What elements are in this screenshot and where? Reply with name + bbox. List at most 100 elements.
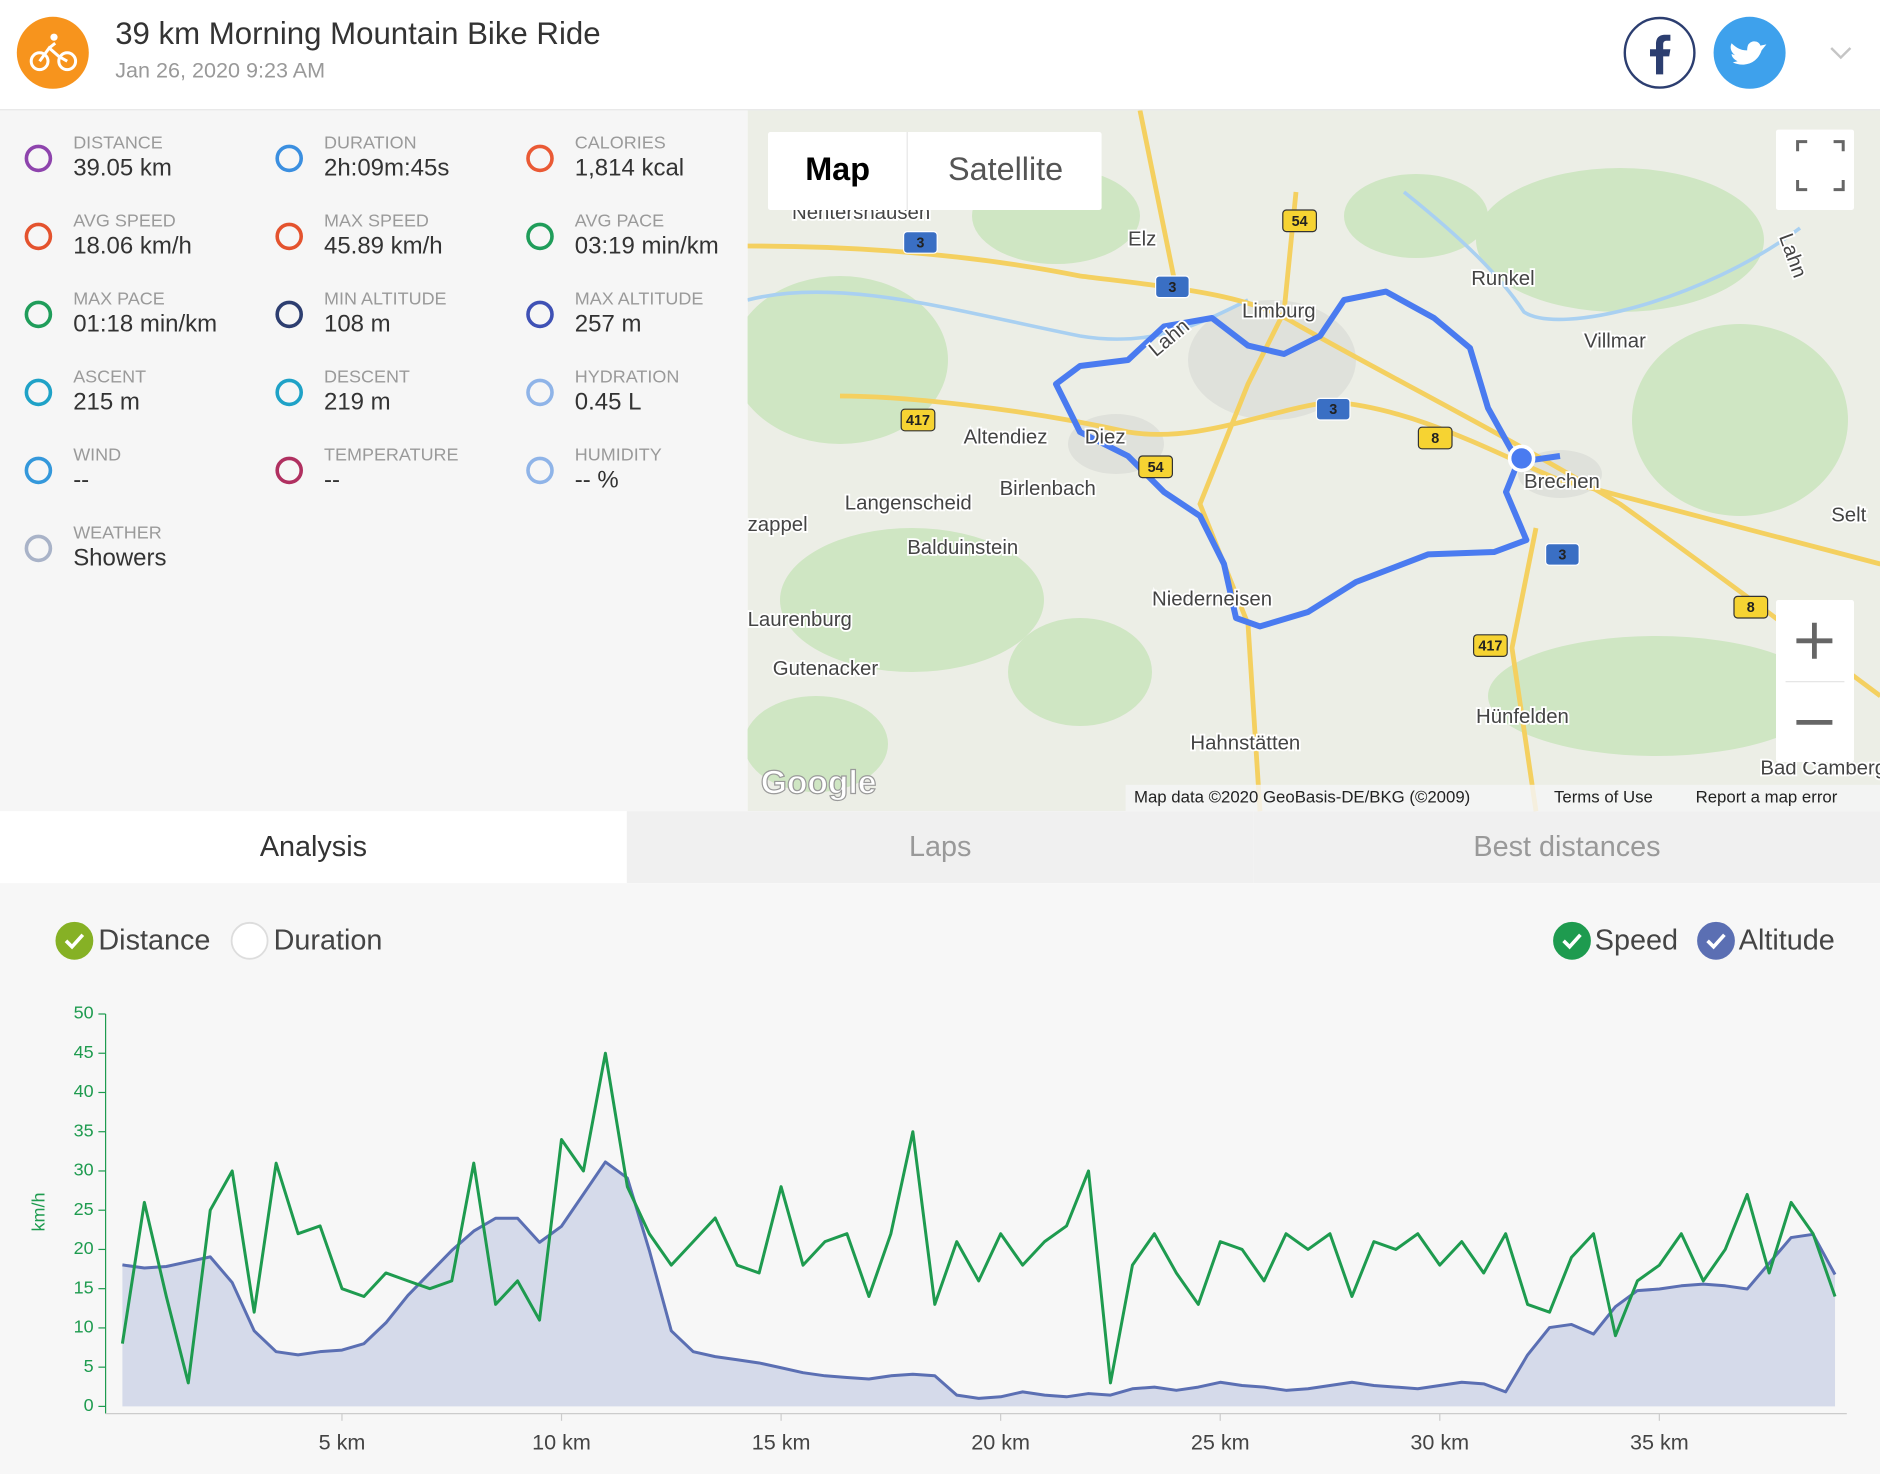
- place-label: Langenscheid: [845, 492, 972, 514]
- x-mode-toggle[interactable]: [55, 921, 94, 960]
- road-shield: [1315, 397, 1351, 421]
- speed-line: [120, 1051, 1837, 1385]
- road-number: 54: [1292, 214, 1308, 230]
- tab-label[interactable]: Analysis: [260, 831, 367, 863]
- stat-icon: [275, 300, 303, 329]
- terms-link[interactable]: Terms of Use: [1554, 787, 1653, 806]
- place-label: Runkel: [1471, 268, 1534, 290]
- place-label: Laurenburg: [748, 609, 852, 631]
- stat-value: 215 m: [73, 389, 140, 416]
- road-shield: [900, 408, 936, 432]
- tab[interactable]: [0, 811, 627, 884]
- y-tick-label: 15: [74, 1277, 94, 1297]
- stat-label: HYDRATION: [575, 367, 680, 387]
- place-label: Diez: [1085, 426, 1126, 448]
- stat-value: 1,814 kcal: [575, 155, 684, 182]
- place-label: Hünfelden: [1476, 706, 1569, 728]
- report-link[interactable]: Report a map error: [1696, 787, 1838, 806]
- stat-label: MAX ALTITUDE: [575, 289, 704, 309]
- y-tick-label: 10: [74, 1317, 94, 1337]
- y-tick-label: 5: [84, 1356, 94, 1376]
- stat-icon: [24, 300, 53, 329]
- tab[interactable]: [626, 811, 1254, 884]
- stat-icon: [275, 378, 303, 407]
- stats-panel: [0, 110, 748, 812]
- road-number: 3: [1168, 280, 1176, 296]
- map-type-control: [767, 132, 1102, 211]
- y-tick-label: 45: [74, 1042, 94, 1062]
- route: [1052, 288, 1561, 630]
- stat-label: AVG SPEED: [73, 211, 176, 231]
- stat-label: DURATION: [324, 133, 417, 153]
- stat-icon: [24, 144, 53, 173]
- road-shield: [1282, 209, 1317, 233]
- tab-label[interactable]: Best distances: [1473, 831, 1660, 863]
- activity-date: Jan 26, 2020 9:23 AM: [115, 58, 325, 83]
- place-label: Limburg: [1242, 300, 1316, 322]
- stat-value: 257 m: [575, 311, 642, 338]
- x-tick-label: 30 km: [1410, 1429, 1469, 1454]
- x-tick-label: 25 km: [1191, 1429, 1250, 1454]
- stat-value: 39.05 km: [73, 155, 172, 182]
- stat-value: Showers: [73, 545, 166, 572]
- stat-icon: [275, 144, 303, 173]
- place-label: Villmar: [1584, 330, 1646, 352]
- place-label: Balduinstein: [907, 537, 1018, 559]
- stat-icon: [526, 378, 554, 407]
- expand-chevron[interactable]: [1830, 47, 1852, 60]
- activity-title: 39 km Morning Mountain Bike Ride: [115, 16, 600, 51]
- start-marker: [1507, 444, 1536, 473]
- tab-label[interactable]: Laps: [909, 831, 971, 863]
- x-mode-label[interactable]: Duration: [274, 925, 383, 957]
- stat-value: --: [73, 467, 89, 494]
- road-shield: [902, 231, 938, 254]
- stat-icon: [24, 378, 53, 407]
- tabs: Analysis Laps Best distances: [0, 811, 1880, 884]
- road-shield: [1733, 595, 1769, 619]
- place-label: Altendiez: [964, 426, 1048, 448]
- stat-value: 0.45 L: [575, 389, 642, 416]
- legend-label[interactable]: Altitude: [1739, 925, 1835, 957]
- stat-value: -- %: [575, 467, 619, 494]
- map-attribution: Map data ©2020 GeoBasis-DE/BKG (©2009): [1134, 787, 1470, 806]
- y-axis-title: km/h: [28, 1193, 48, 1232]
- header: [0, 0, 1880, 111]
- stat-value: 18.06 km/h: [73, 233, 192, 260]
- x-mode-label[interactable]: Distance: [98, 925, 210, 957]
- map-footer-bg: [1125, 784, 1880, 812]
- legend-toggle[interactable]: [1697, 921, 1735, 960]
- satellite-button[interactable]: Satellite: [948, 151, 1063, 187]
- x-mode-toggle[interactable]: [230, 921, 269, 960]
- stat-label: MAX PACE: [73, 289, 165, 309]
- zoom-in[interactable]: [1796, 622, 1833, 659]
- road-shield: [1472, 634, 1508, 658]
- stat-label: MIN ALTITUDE: [324, 289, 447, 309]
- legend-label[interactable]: Speed: [1595, 925, 1678, 957]
- stat-icon: [24, 534, 53, 563]
- road-number: 417: [906, 413, 930, 429]
- stat-label: TEMPERATURE: [324, 445, 459, 465]
- road-shield: [1417, 426, 1453, 450]
- stat-value: --: [324, 467, 340, 494]
- y-tick-label: 35: [74, 1120, 94, 1140]
- altitude-line: [122, 1160, 1837, 1400]
- stat-value: 45.89 km/h: [324, 233, 443, 260]
- map-button[interactable]: Map: [805, 151, 870, 187]
- facebook-logo: [1649, 34, 1671, 75]
- stat-value: 2h:09m:45s: [324, 155, 449, 182]
- bike-glyph: [29, 42, 78, 72]
- place-label: Niederneisen: [1152, 588, 1272, 610]
- stat-icon: [275, 456, 303, 485]
- stat-icon: [24, 222, 53, 251]
- stat-icon: [275, 222, 303, 251]
- stat-label: HUMIDITY: [575, 445, 662, 465]
- legend-toggle[interactable]: [1553, 921, 1591, 960]
- road-number: 417: [1478, 639, 1502, 655]
- y-tick-label: 50: [74, 1003, 94, 1023]
- road-number: 8: [1431, 431, 1439, 447]
- y-tick-label: 25: [74, 1199, 94, 1219]
- tab[interactable]: [1253, 811, 1880, 884]
